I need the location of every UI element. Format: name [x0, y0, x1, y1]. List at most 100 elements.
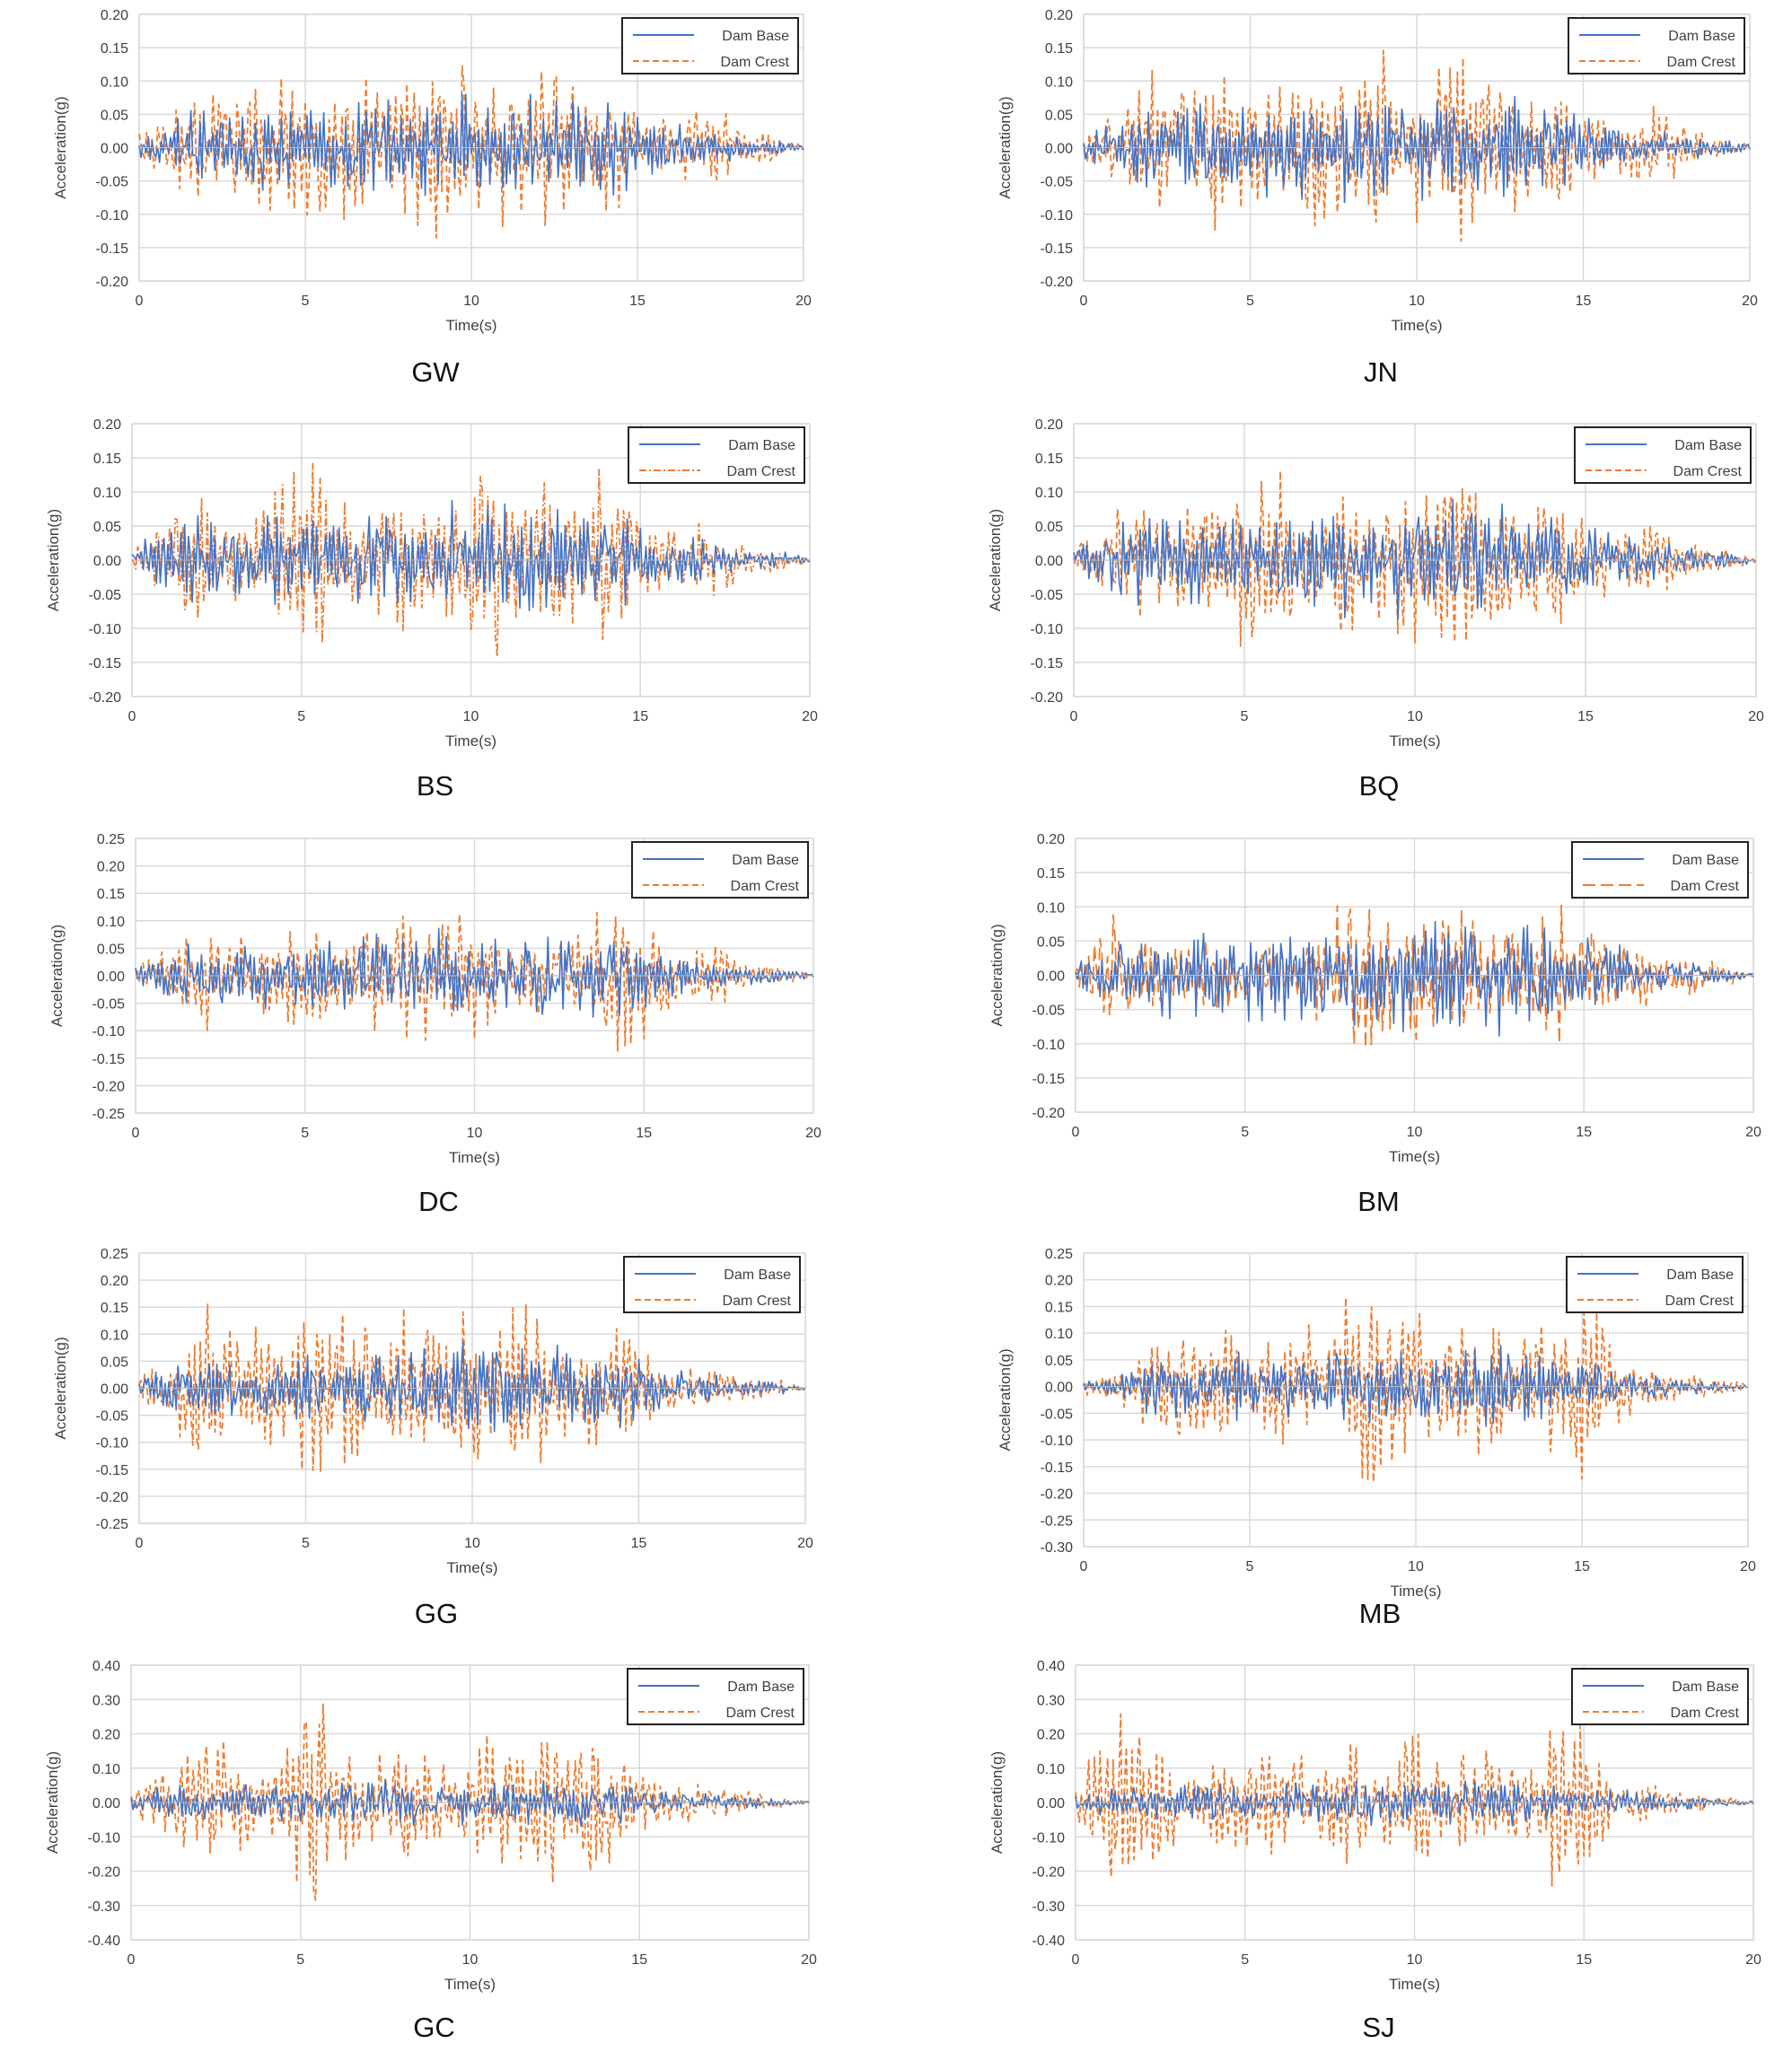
- legend-entry: Dam Crest: [727, 464, 796, 479]
- y-tick-label: 0.10: [101, 75, 128, 90]
- y-tick-label: 0.10: [93, 486, 121, 501]
- series-line-dam-base: [1075, 1780, 1754, 1827]
- chart-caption: BM: [1357, 1186, 1400, 1217]
- y-tick-label: 0.00: [1045, 142, 1073, 157]
- legend-entry: Dam Crest: [731, 879, 800, 894]
- legend-entry: Dam Crest: [1671, 879, 1740, 894]
- legend: Dam Base Dam Crest: [1574, 426, 1752, 484]
- x-tick-label: 20: [805, 1126, 821, 1141]
- y-tick-label: -0.20: [96, 275, 129, 290]
- legend-box: [628, 426, 805, 484]
- series-line-dam-base: [135, 927, 814, 1018]
- y-tick-label: -0.20: [92, 1079, 126, 1094]
- y-tick-label: 0.25: [101, 1247, 128, 1262]
- x-tick-label: 5: [1246, 294, 1254, 309]
- x-tick-label: 0: [136, 1536, 144, 1551]
- legend-entry: Dam Crest: [723, 1294, 792, 1309]
- y-tick-label: 0.20: [1035, 417, 1063, 433]
- y-tick-label: -0.15: [1041, 1460, 1074, 1476]
- y-tick-label: 0.15: [101, 1301, 128, 1316]
- y-tick-label: -0.10: [96, 208, 129, 224]
- x-tick-label: 15: [1576, 1125, 1592, 1140]
- y-tick-label: 0.10: [1035, 486, 1063, 501]
- x-tick-label: 15: [629, 294, 646, 309]
- chart-caption: DC: [418, 1186, 459, 1217]
- legend-entry: Dam Crest: [726, 1706, 795, 1721]
- y-axis-label: Acceleration(g): [987, 509, 1004, 611]
- y-tick-label: 0.10: [1045, 75, 1073, 90]
- plot-frame: [1083, 1252, 1749, 1548]
- y-tick-label: 0.20: [1045, 1274, 1073, 1289]
- legend-entry: Dam Base: [728, 438, 795, 453]
- chart-caption: BS: [417, 770, 453, 802]
- y-axis-label: Acceleration(g): [52, 96, 69, 198]
- chart-dc: 0.25 0.20 0.15 0.10 0.05 0.00 -0.05 -0.10 -0.15 -…: [48, 832, 821, 1217]
- y-tick-label: 0.05: [93, 520, 121, 535]
- legend-entry: Dam Base: [732, 853, 799, 868]
- y-tick-label: -0.20: [1041, 275, 1074, 290]
- y-tick-label: 0.05: [101, 1355, 128, 1370]
- x-tick-label: 15: [1576, 1952, 1592, 1968]
- x-axis-label: Time(s): [1389, 1976, 1440, 1993]
- x-tick-label: 0: [1070, 709, 1078, 724]
- y-tick-label: -0.10: [1032, 1038, 1066, 1053]
- legend-box: [1571, 841, 1749, 899]
- y-tick-label: 0.15: [1045, 1300, 1073, 1315]
- x-tick-label: 10: [464, 1536, 480, 1551]
- chart-gg: 0.25 0.20 0.15 0.10 0.05 0.00 -0.05 -0.10 -0.15 -…: [52, 1247, 813, 1629]
- chart-gc: 0.40 0.30 0.20 0.10 0.00 -0.10 -0.20 -0.30 -0.40…: [44, 1659, 817, 2043]
- x-axis-label: Time(s): [1390, 732, 1441, 750]
- y-tick-label: -0.20: [1032, 1106, 1066, 1121]
- x-tick-label: 10: [1408, 1559, 1424, 1574]
- legend-box: [1568, 17, 1745, 75]
- x-tick-label: 15: [1577, 709, 1594, 724]
- chart-caption: SJ: [1362, 2012, 1394, 2043]
- y-tick-label: 0.15: [93, 452, 121, 467]
- legend-box: [631, 841, 809, 899]
- chart-bs: 0.20 0.15 0.10 0.05 0.00 -0.05 -0.10 -0.15 -0.20…: [45, 417, 818, 802]
- x-tick-label: 5: [1241, 1125, 1249, 1140]
- x-tick-label: 0: [127, 1952, 136, 1968]
- x-tick-label: 15: [631, 1536, 647, 1551]
- y-axis-label: Acceleration(g): [44, 1751, 61, 1854]
- series-line-dam-base: [1083, 1345, 1749, 1427]
- x-tick-label: 0: [1072, 1125, 1080, 1140]
- y-tick-label: -0.20: [96, 1490, 129, 1505]
- x-tick-label: 15: [1576, 294, 1592, 309]
- chart-caption: GC: [413, 2012, 455, 2043]
- y-tick-label: -0.10: [1031, 622, 1064, 637]
- legend-box: [1566, 1256, 1744, 1313]
- y-tick-label: 0.20: [101, 1274, 128, 1289]
- series-line-dam-base: [1073, 498, 1757, 620]
- x-tick-label: 5: [302, 294, 310, 309]
- y-tick-label: 0.15: [97, 887, 125, 902]
- x-tick-label: 20: [1740, 1559, 1756, 1574]
- x-tick-label: 5: [302, 1536, 310, 1551]
- y-tick-label: -0.10: [1032, 1830, 1066, 1846]
- y-tick-label: 0.20: [1045, 8, 1073, 23]
- y-tick-label: -0.10: [89, 622, 122, 637]
- chart-caption: MB: [1359, 1598, 1401, 1629]
- series-line-dam-crest: [131, 462, 811, 658]
- y-tick-label: 0.00: [1035, 554, 1063, 569]
- x-tick-label: 20: [802, 709, 818, 724]
- legend: Dam Base Dam Crest: [621, 17, 799, 75]
- y-tick-label: 0.15: [1037, 866, 1065, 881]
- legend-entry: Dam Crest: [721, 55, 790, 70]
- legend-entry: Dam Crest: [1665, 1294, 1735, 1309]
- x-tick-label: 10: [462, 1952, 479, 1968]
- y-tick-label: 0.05: [97, 942, 125, 957]
- y-tick-label: -0.30: [1041, 1540, 1074, 1556]
- x-axis-label: Time(s): [445, 732, 496, 750]
- y-tick-label: -0.20: [1041, 1487, 1074, 1503]
- x-tick-label: 5: [297, 709, 305, 724]
- series-line-dam-base: [130, 1778, 810, 1828]
- y-tick-label: 0.05: [101, 108, 128, 123]
- chart-sj: 0.40 0.30 0.20 0.10 0.00 -0.10 -0.20 -0.30 -0.40…: [988, 1659, 1761, 2043]
- legend-entry: Dam Base: [1668, 29, 1735, 44]
- y-tick-label: -0.40: [1032, 1934, 1066, 1949]
- x-tick-label: 0: [132, 1126, 140, 1141]
- y-tick-label: 0.20: [101, 8, 128, 23]
- x-tick-label: 20: [1745, 1125, 1761, 1140]
- x-tick-label: 5: [1241, 709, 1249, 724]
